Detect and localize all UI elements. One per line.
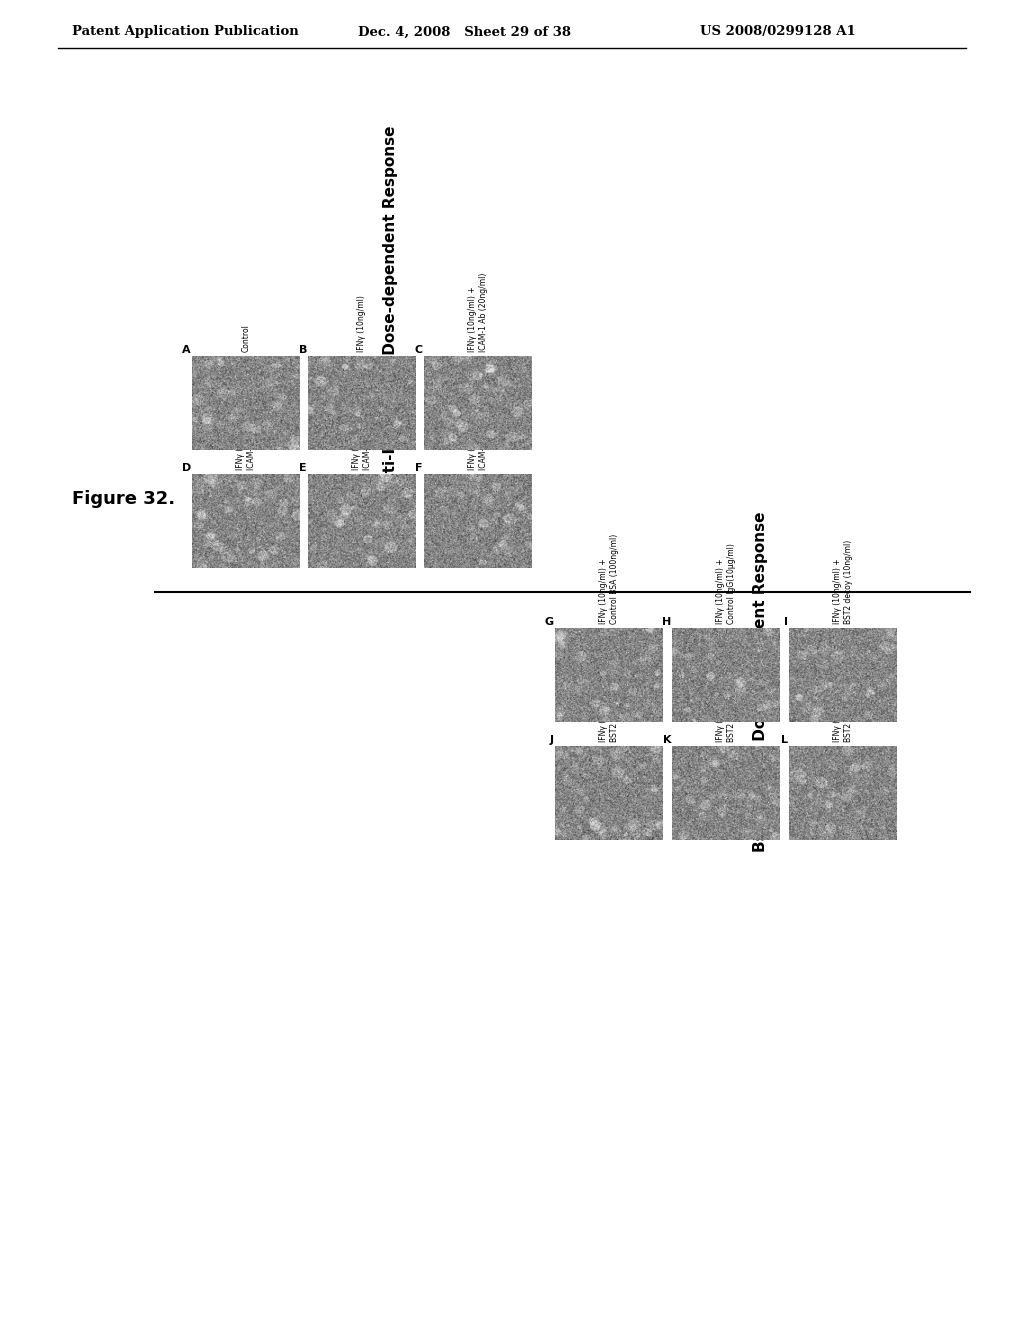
Text: D: D <box>181 463 191 473</box>
Text: Patent Application Publication: Patent Application Publication <box>72 25 299 38</box>
Text: G: G <box>545 616 554 627</box>
Text: IFNγ (10ng/ml) +
ICAM-1 Ab (100ng/ml): IFNγ (10ng/ml) + ICAM-1 Ab (100ng/ml) <box>237 385 256 470</box>
Text: IFNγ (10ng/ml) +
ICAM-1 Ab (1μg/ml): IFNγ (10ng/ml) + ICAM-1 Ab (1μg/ml) <box>352 396 372 470</box>
Text: IFNγ (10ng/ml) +
BST2 decoy (50ng/ml): IFNγ (10ng/ml) + BST2 decoy (50ng/ml) <box>717 657 735 742</box>
Text: I: I <box>784 616 788 627</box>
Text: IFNγ (10ng/ml) +
BST2 decoy (30ng/ml): IFNγ (10ng/ml) + BST2 decoy (30ng/ml) <box>599 657 618 742</box>
Text: Figure 32.: Figure 32. <box>72 490 175 508</box>
Text: B: B <box>299 345 307 355</box>
Text: F: F <box>416 463 423 473</box>
Text: H: H <box>662 616 671 627</box>
Text: IFNγ (10ng/ml) +
Control IgG(10μg/ml): IFNγ (10ng/ml) + Control IgG(10μg/ml) <box>717 543 735 624</box>
Text: Anti-ICAM1 Ab : Dose-dependent Response: Anti-ICAM1 Ab : Dose-dependent Response <box>383 125 397 495</box>
Text: IFNγ (10ng/ml) +
BST2 decoy (10ng/ml): IFNγ (10ng/ml) + BST2 decoy (10ng/ml) <box>834 540 853 624</box>
Text: C: C <box>415 345 423 355</box>
Text: Bst2 decoy : Dose-dependent Response: Bst2 decoy : Dose-dependent Response <box>753 512 768 853</box>
Text: L: L <box>781 735 788 744</box>
Text: A: A <box>182 345 191 355</box>
Text: IFNγ (10ng/ml): IFNγ (10ng/ml) <box>357 296 367 352</box>
Text: US 2008/0299128 A1: US 2008/0299128 A1 <box>700 25 856 38</box>
Text: IFNγ (10ng/ml) +
ICAM-1 Ab (10μg/ml): IFNγ (10ng/ml) + ICAM-1 Ab (10μg/ml) <box>468 391 487 470</box>
Text: K: K <box>663 735 671 744</box>
Text: E: E <box>299 463 307 473</box>
Text: Dec. 4, 2008   Sheet 29 of 38: Dec. 4, 2008 Sheet 29 of 38 <box>358 25 571 38</box>
Text: IFNγ (10ng/ml) +
Control BSA (100ng/ml): IFNγ (10ng/ml) + Control BSA (100ng/ml) <box>599 533 618 624</box>
Text: IFNγ (10ng/ml) +
ICAM-1 Ab (20ng/ml): IFNγ (10ng/ml) + ICAM-1 Ab (20ng/ml) <box>468 273 487 352</box>
Text: IFNγ (10ng/ml) +
BST2 decoy (100ng/ml): IFNγ (10ng/ml) + BST2 decoy (100ng/ml) <box>834 653 853 742</box>
Text: Control: Control <box>242 325 251 352</box>
Text: J: J <box>550 735 554 744</box>
